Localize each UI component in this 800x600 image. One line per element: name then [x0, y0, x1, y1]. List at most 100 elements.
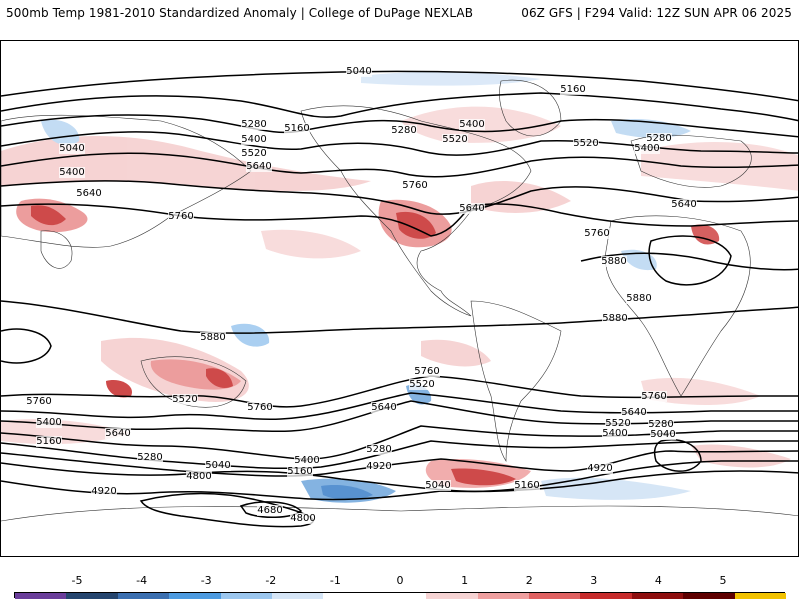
contour-label: 4920: [91, 486, 116, 497]
colorbar-segment: [374, 593, 427, 599]
contour-label-bg: [241, 119, 267, 130]
contour-label: 5520: [605, 418, 630, 429]
contour-label: 5520: [172, 394, 197, 405]
colorbar-segment: [15, 593, 67, 599]
run-info: 06Z GFS | F294 Valid: 12Z SUN APR 06 202…: [521, 6, 792, 20]
contour-label: 5880: [602, 313, 627, 324]
contour-5520-sh: [1, 400, 798, 433]
contour-5160-sh: [1, 450, 798, 477]
anomaly-pos-region: [261, 229, 361, 259]
anomaly-neg-region: [41, 119, 80, 146]
contour-label: 5880: [200, 332, 225, 343]
contour-label-bg: [366, 444, 392, 455]
india-outline: [40, 230, 73, 269]
contour-label: 4800: [186, 471, 211, 482]
colorbar-segment: [220, 593, 273, 599]
contour-label: 5400: [294, 455, 319, 466]
contour-label-bg: [91, 486, 117, 497]
contour-label: 5640: [621, 407, 646, 418]
anomaly-pos-region: [106, 380, 132, 398]
contour-label-bg: [634, 143, 660, 154]
contour-label-bg: [172, 394, 198, 405]
contour-ring-africa: [648, 235, 732, 286]
greenland-outline: [499, 79, 562, 137]
antarctica-outline: [1, 505, 798, 522]
contour-label-bg: [602, 313, 628, 324]
contour-label-bg: [168, 211, 194, 222]
contour-label-bg: [284, 123, 310, 134]
colorbar-tick-label: -5: [71, 574, 83, 587]
colorbar-tick-label: -4: [136, 574, 148, 587]
contour-label: 5760: [402, 180, 427, 191]
contour-label: 4920: [587, 463, 612, 474]
colorbar-segment: [323, 593, 376, 599]
anomaly-neg-region: [321, 485, 373, 500]
contour-5400-sh: [1, 425, 798, 460]
colorbar-segment: [683, 593, 736, 599]
contour-label: 5520: [409, 379, 434, 390]
contour-label-bg: [371, 402, 397, 413]
contour-label: 5400: [59, 167, 84, 178]
anomaly-pos-region: [451, 468, 516, 486]
colorbar-segment: [169, 593, 222, 599]
contour-label-bg: [442, 134, 468, 145]
contour-label-bg: [425, 480, 451, 491]
anomaly-pos-region: [641, 141, 798, 191]
contour-label-bg: [241, 148, 267, 159]
contour-label-bg: [646, 133, 672, 144]
anomaly-pos-region: [396, 211, 436, 239]
contour-5880-sh: [1, 300, 798, 334]
header: 500mb Temp 1981-2010 Standardized Anomal…: [0, 0, 800, 30]
contour-label-bg: [346, 66, 372, 77]
contour-label-bg: [59, 143, 85, 154]
contour-label: 5040: [205, 460, 230, 471]
contour-label-bg: [584, 228, 610, 239]
contour-5520-nh: [1, 152, 798, 178]
contour-label: 5640: [459, 203, 484, 214]
contour-label-bg: [514, 480, 540, 491]
colorbar-segment: [117, 593, 170, 599]
contour-label-bg: [247, 402, 273, 413]
colorbar-tick-label: -1: [329, 574, 341, 587]
contour-label: 4920: [366, 461, 391, 472]
contour-label: 4680: [257, 505, 282, 516]
contour-label-bg: [290, 513, 316, 524]
contour-label-bg: [459, 203, 485, 214]
anomaly-pos-region: [691, 224, 720, 245]
contour-label: 5040: [346, 66, 371, 77]
contour-label-bg: [76, 188, 102, 199]
contour-label: 5280: [241, 119, 266, 130]
contour-label: 5160: [514, 480, 539, 491]
contour-label-bg: [205, 460, 231, 471]
colorbar-segment: [529, 593, 581, 599]
contour-label-bg: [186, 471, 212, 482]
contour-label: 5640: [105, 428, 130, 439]
contour-label-bg: [391, 125, 417, 136]
anomaly-pos-region: [641, 377, 761, 405]
colorbar-segment: [426, 593, 479, 599]
europe-outline: [630, 134, 752, 188]
contour-label: 5760: [414, 366, 439, 377]
colorbar-tick-label: 4: [654, 574, 662, 587]
contour-5880-nh: [580, 252, 798, 271]
anomaly-shading: [1, 71, 798, 503]
contour-label: 5760: [26, 396, 51, 407]
contour-label: 5400: [602, 428, 627, 439]
contour-label: 5280: [646, 133, 671, 144]
anomaly-pos-region: [691, 444, 791, 468]
anomaly-pos-region: [31, 205, 66, 226]
colorbar-tick-label: 2: [525, 574, 533, 587]
contour-label-bg: [287, 466, 313, 477]
anomaly-pos-region: [1, 419, 131, 445]
colorbar-tick-label: 1: [461, 574, 469, 587]
anomaly-neg-region: [361, 71, 541, 86]
contour-label-bg: [560, 84, 586, 95]
anomaly-pos-region: [1, 136, 371, 191]
map-panel[interactable]: 5040 5160 5280 5160 5400 5280 5520 5280 5040 5400…: [0, 40, 799, 557]
contour-label: 5880: [601, 256, 626, 267]
contour-label-bg: [366, 461, 392, 472]
contour-label: 5160: [560, 84, 585, 95]
colorbar: [14, 592, 787, 599]
